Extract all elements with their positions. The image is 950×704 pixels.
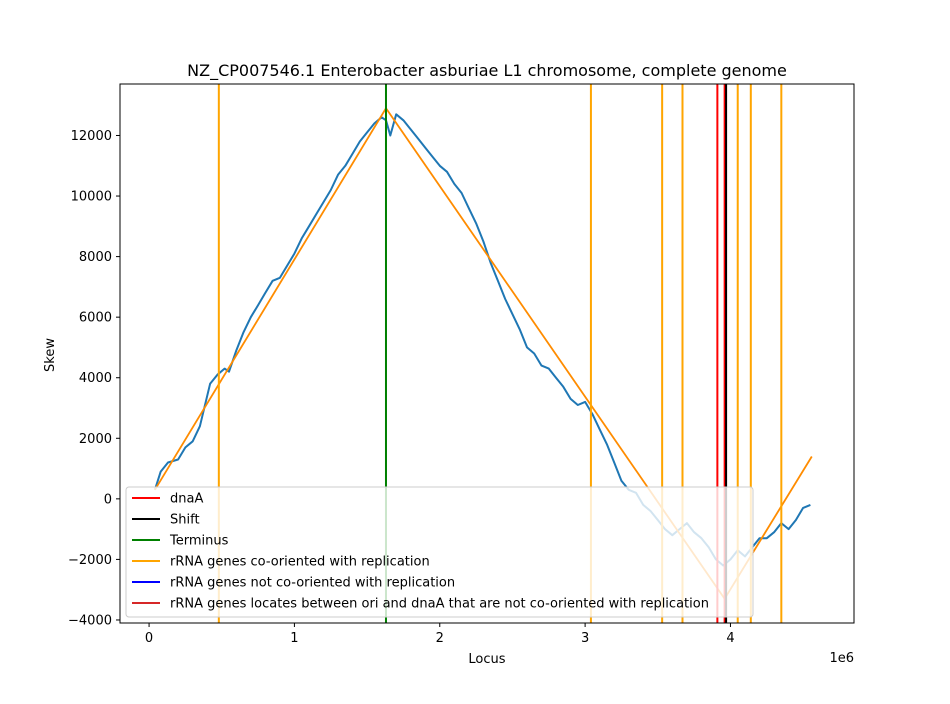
legend: dnaA Shift Terminus rRNA genes co-oriented … <box>125 486 754 618</box>
legend-label: dnaA <box>170 492 203 507</box>
legend-label: rRNA genes locates between ori and dnaA … <box>170 597 709 612</box>
x-axis-label: Locus <box>468 652 505 667</box>
y-tick-label: 8000 <box>79 250 112 265</box>
y-tick-label: 4000 <box>79 371 112 386</box>
x-axis-offset-label: 1e6 <box>829 651 854 666</box>
y-tick-label: −2000 <box>68 553 112 568</box>
y-tick-label: −4000 <box>68 613 112 628</box>
legend-label: Terminus <box>169 534 229 549</box>
y-tick-label: 12000 <box>71 129 112 144</box>
y-axis-label: Skew <box>43 338 58 372</box>
legend-label: Shift <box>170 513 200 528</box>
legend-box <box>125 486 754 618</box>
y-tick-label: 10000 <box>71 190 112 205</box>
plot-frame <box>119 83 855 624</box>
chart-title: NZ_CP007546.1 Enterobacter asburiae L1 c… <box>187 61 787 81</box>
x-tick-label: 2 <box>436 631 444 646</box>
x-tick-label: 0 <box>145 631 153 646</box>
y-tick-label: 6000 <box>79 311 112 326</box>
x-tick-label: 1 <box>290 631 298 646</box>
legend-label: rRNA genes not co-oriented with replicat… <box>170 576 455 591</box>
y-tick-label: 0 <box>104 492 112 507</box>
y-tick-label: 2000 <box>79 432 112 447</box>
fitted-skew-line <box>154 107 813 600</box>
x-tick-label: 3 <box>581 631 589 646</box>
x-tick-label: 4 <box>726 631 734 646</box>
legend-label: rRNA genes co-oriented with replication <box>170 555 430 570</box>
